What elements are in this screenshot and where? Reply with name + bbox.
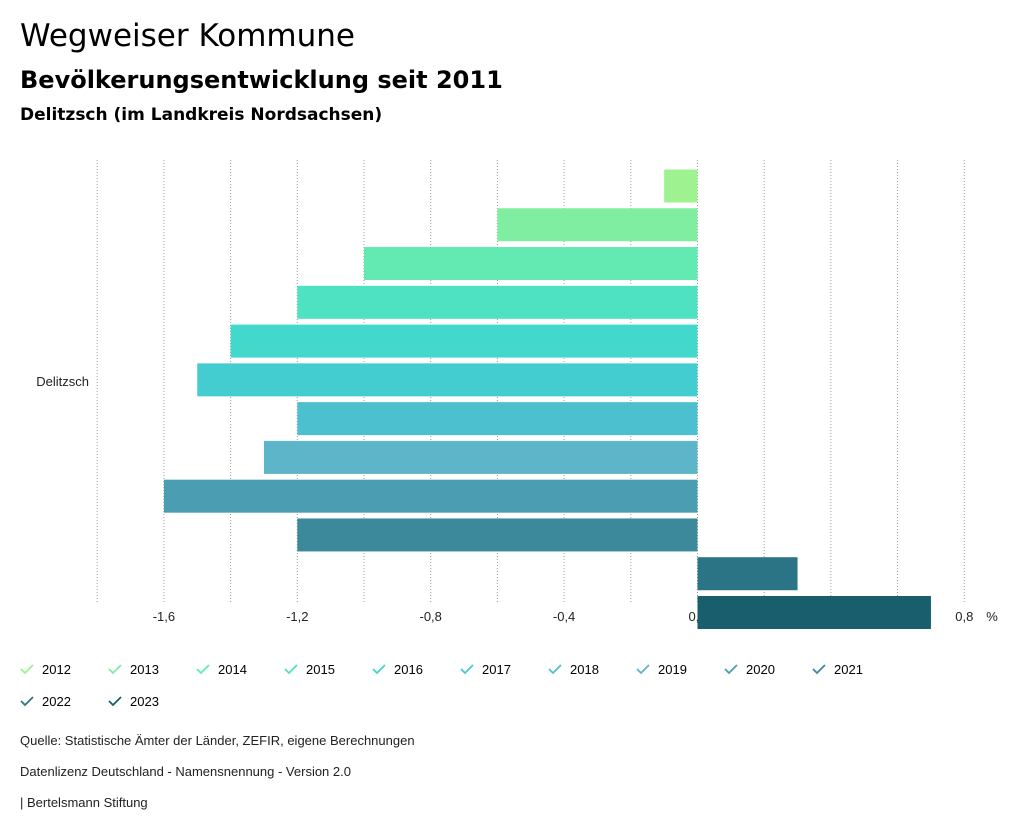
category-label: Delitzsch (36, 374, 89, 389)
bar-2014[interactable] (364, 247, 698, 281)
check-icon (812, 664, 826, 675)
x-tick-label: -0,8 (419, 609, 441, 624)
legend-label: 2020 (746, 661, 775, 677)
bar-2023[interactable] (697, 596, 931, 629)
x-tick-label: 0,8 (955, 609, 973, 624)
x-tick-label: -1,6 (153, 609, 175, 624)
bar-2017[interactable] (197, 363, 698, 397)
bar-2016[interactable] (230, 324, 698, 358)
legend-label: 2012 (42, 661, 71, 677)
bar-2020[interactable] (163, 479, 698, 513)
legend-label: 2013 (130, 661, 159, 677)
legend-item-2018[interactable]: 2018 (548, 658, 599, 680)
check-icon (20, 696, 34, 707)
legend-label: 2015 (306, 661, 335, 677)
check-icon (108, 696, 122, 707)
chart-subtitle: Bevölkerungsentwicklung seit 2011 (20, 66, 503, 94)
x-unit-label: % (986, 609, 998, 624)
bar-2022[interactable] (697, 557, 798, 591)
region-label: Delitzsch (im Landkreis Nordsachsen) (20, 105, 383, 125)
legend-item-2016[interactable]: 2016 (372, 658, 423, 680)
x-tick-label: -1,2 (286, 609, 308, 624)
legend-item-2017[interactable]: 2017 (460, 658, 511, 680)
legend-label: 2023 (130, 693, 159, 709)
check-icon (372, 664, 386, 675)
legend-item-2012[interactable]: 2012 (20, 658, 71, 680)
bar-2012[interactable] (664, 169, 698, 203)
legend-item-2022[interactable]: 2022 (20, 690, 71, 712)
legend-item-2013[interactable]: 2013 (108, 658, 159, 680)
bar-chart: -1,6-1,2-0,8-0,40,00,40,8%Delitzsch (36, 160, 998, 629)
publisher-note: | Bertelsmann Stiftung (20, 795, 148, 810)
bar-2015[interactable] (297, 285, 698, 319)
legend-label: 2018 (570, 661, 599, 677)
x-tick-label: -0,4 (553, 609, 575, 624)
legend-label: 2016 (394, 661, 423, 677)
legend-item-2019[interactable]: 2019 (636, 658, 687, 680)
check-icon (636, 664, 650, 675)
check-icon (724, 664, 738, 675)
legend-label: 2014 (218, 661, 247, 677)
bar-2018[interactable] (297, 402, 698, 436)
legend-label: 2021 (834, 661, 863, 677)
legend-item-2020[interactable]: 2020 (724, 658, 775, 680)
legend-label: 2017 (482, 661, 511, 677)
legend-label: 2019 (658, 661, 687, 677)
check-icon (460, 664, 474, 675)
check-icon (108, 664, 122, 675)
chart-title: Wegweiser Kommune (20, 18, 355, 54)
legend-item-2015[interactable]: 2015 (284, 658, 335, 680)
bar-2019[interactable] (263, 440, 698, 474)
legend-item-2014[interactable]: 2014 (196, 658, 247, 680)
license-note: Datenlizenz Deutschland - Namensnennung … (20, 764, 351, 779)
check-icon (284, 664, 298, 675)
check-icon (20, 664, 34, 675)
legend-item-2023[interactable]: 2023 (108, 690, 159, 712)
check-icon (196, 664, 210, 675)
check-icon (548, 664, 562, 675)
legend-item-2021[interactable]: 2021 (812, 658, 863, 680)
bar-2021[interactable] (297, 518, 698, 552)
legend-label: 2022 (42, 693, 71, 709)
source-note: Quelle: Statistische Ämter der Länder, Z… (20, 733, 415, 748)
bar-2013[interactable] (497, 208, 698, 242)
